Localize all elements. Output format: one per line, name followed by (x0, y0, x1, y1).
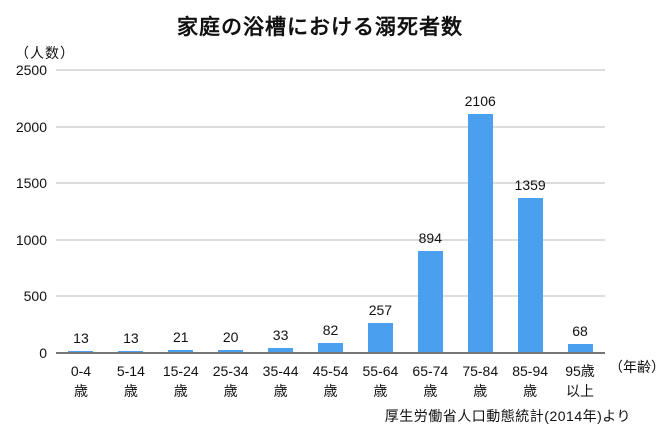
x-axis-unit-label: （年齢） (609, 359, 660, 375)
x-tick-line1: 65-74 (412, 363, 449, 379)
x-tick-label: 85-94 歳 (505, 361, 555, 401)
bar-value-label: 2106 (464, 92, 496, 109)
x-tick-label: 45-54 歳 (306, 361, 356, 401)
x-tick-line1: 85-94 (512, 363, 549, 379)
x-tick-label: 35-44 歳 (256, 361, 306, 401)
x-tick-label: 5-14 歳 (106, 361, 156, 401)
x-tick-line2: 歳 (423, 383, 438, 399)
bar-value-label: 257 (368, 301, 393, 318)
x-tick-label: 75-84 歳 (455, 361, 505, 401)
source-note: 厚生労働省人口動態統計(2014年)より (384, 408, 631, 424)
x-tick-label: 0-4 歳 (56, 361, 106, 401)
bar-value-label: 33 (272, 327, 289, 344)
plot-area: 0 500 1000 1500 2000 2500 13 0-4 歳 13 5-14 歳 21 15-24… (16, 63, 605, 399)
bar (218, 349, 244, 352)
bar-value-label: 20 (222, 328, 239, 345)
bar (68, 350, 94, 352)
x-tick-line1: 15-24 (162, 363, 199, 379)
y-tick-label: 2500 (15, 62, 47, 78)
gridline (56, 69, 605, 71)
chart-title: 家庭の浴槽における溺死者数 (177, 16, 463, 39)
x-tick-line2: 歳 (73, 383, 88, 399)
bar-value-label: 82 (322, 321, 339, 338)
x-tick-line2: 歳 (523, 383, 538, 399)
y-tick-label: 0 (39, 345, 47, 361)
x-tick-label: 95歳以上 (555, 361, 605, 401)
x-tick-line1: 35-44 (262, 363, 299, 379)
x-tick-label: 65-74 歳 (405, 361, 455, 401)
bar-value-label: 21 (172, 328, 189, 345)
bar (268, 348, 294, 352)
bar-value-label: 13 (123, 329, 139, 346)
gridline (56, 295, 605, 298)
x-tick-line2: 歳 (123, 383, 138, 399)
bar-value-label: 13 (73, 329, 89, 346)
x-tick-line2: 歳 (223, 383, 238, 399)
x-tick-label: 25-34 歳 (206, 361, 256, 401)
x-tick-line1: 75-84 (462, 363, 499, 379)
x-tick-line1: 5-14 (116, 363, 145, 379)
gridline (56, 238, 605, 241)
bar-value-label: 68 (572, 323, 588, 340)
x-tick-label: 55-64 歳 (355, 361, 405, 401)
x-tick-line1: 0-4 (70, 363, 92, 379)
x-tick-line1: 55-64 (362, 363, 399, 379)
x-tick-line1: 45-54 (312, 363, 349, 379)
x-axis-line (56, 352, 605, 354)
x-tick-line2: 歳 (173, 383, 188, 399)
bar (467, 113, 493, 352)
bar (367, 322, 393, 352)
bar (417, 250, 443, 352)
x-tick-line2: 歳 (373, 383, 388, 399)
bar (318, 342, 343, 352)
x-tick-line2: 歳 (323, 383, 338, 399)
y-tick-label: 1500 (15, 175, 47, 192)
bar-value-label: 894 (418, 229, 442, 246)
bar (567, 344, 593, 352)
bar (168, 349, 194, 352)
bar-value-label: 1359 (514, 177, 546, 194)
x-tick-line1: 25-34 (212, 363, 249, 379)
x-tick-line1: 95歳 (565, 363, 595, 379)
gridline (56, 182, 605, 185)
y-axis-unit-label: （人数） (15, 45, 75, 61)
x-tick-line2: 歳 (473, 383, 488, 399)
y-tick-label: 500 (23, 288, 47, 305)
bar (517, 198, 543, 352)
y-tick-label: 1000 (15, 231, 47, 248)
x-tick-line2: 以上 (566, 383, 595, 399)
y-tick-label: 2000 (15, 118, 47, 135)
x-tick-label: 15-24 歳 (156, 361, 206, 401)
gridline (56, 125, 605, 128)
bar (118, 350, 144, 352)
x-tick-line2: 歳 (273, 383, 288, 399)
